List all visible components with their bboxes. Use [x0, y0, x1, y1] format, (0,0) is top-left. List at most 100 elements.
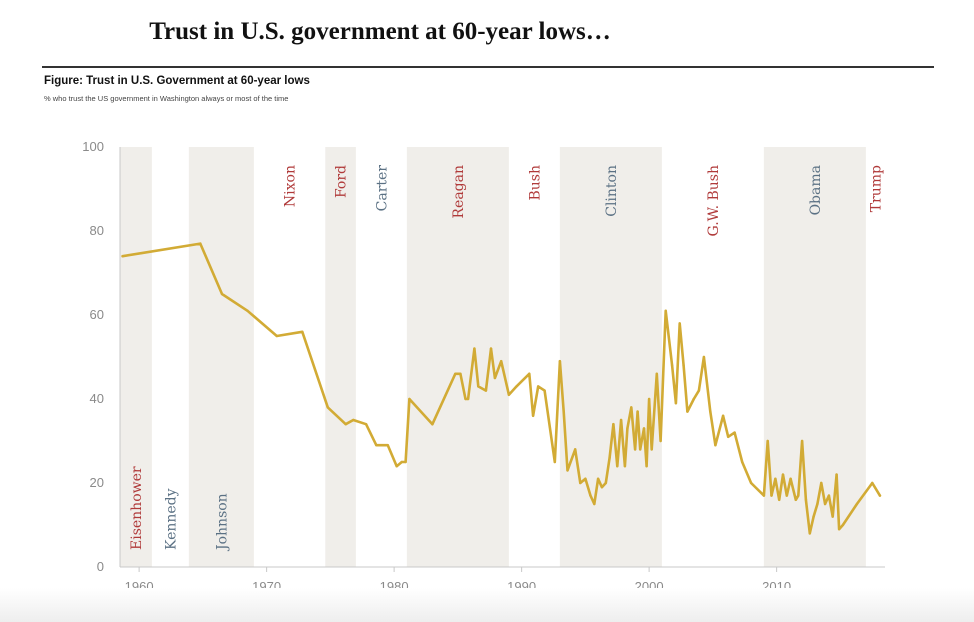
data-point [878, 494, 882, 497]
data-point [121, 255, 124, 258]
data-point [774, 477, 777, 480]
data-point [489, 347, 493, 350]
data-point [531, 414, 535, 417]
data-point [841, 523, 845, 527]
data-point [800, 439, 804, 443]
president-label: G.W. Bush [706, 165, 722, 236]
data-point [301, 330, 304, 333]
president-label: Kennedy [163, 488, 179, 550]
data-point [464, 397, 467, 401]
data-point [804, 498, 808, 501]
data-point [579, 481, 582, 485]
data-point [636, 410, 639, 413]
data-point [553, 460, 556, 464]
data-point [766, 439, 769, 443]
data-point [664, 309, 667, 312]
data-point [820, 481, 823, 485]
data-point [375, 444, 378, 447]
president-label: Obama [808, 165, 824, 215]
data-point [199, 242, 202, 245]
bottom-fade [0, 588, 974, 622]
data-point [659, 439, 662, 443]
data-point [808, 532, 811, 535]
trust-series [121, 242, 882, 535]
presidency-bands [120, 147, 866, 567]
data-point [326, 406, 330, 409]
data-point [692, 397, 695, 401]
data-point [466, 397, 470, 401]
y-tick-label: 80 [90, 223, 104, 238]
data-point [616, 465, 619, 468]
data-point [655, 372, 658, 375]
data-point [823, 502, 827, 506]
data-point [647, 397, 651, 401]
data-point [630, 406, 633, 409]
data-point [528, 372, 531, 375]
president-label: Ford [334, 165, 350, 198]
presidency-band [120, 147, 152, 567]
presidency-band [188, 147, 254, 567]
data-point [816, 502, 819, 506]
title-divider [42, 66, 934, 68]
data-point [789, 477, 792, 480]
data-point [812, 515, 815, 518]
data-point [781, 473, 785, 476]
data-point [500, 360, 503, 363]
y-tick-label: 60 [90, 307, 104, 322]
data-point [749, 481, 753, 485]
data-point [837, 528, 841, 531]
data-point [831, 515, 834, 518]
data-point [670, 364, 674, 367]
data-point [777, 498, 781, 501]
president-label: Trump [868, 165, 884, 212]
data-point [364, 423, 368, 426]
data-point [600, 486, 604, 489]
data-point [797, 494, 800, 497]
data-point [473, 347, 476, 350]
president-label: Reagan [451, 165, 467, 219]
president-labels: Eisenhower Kennedy Johnson Nixon Ford Carter R… [129, 165, 885, 552]
data-point [733, 431, 736, 434]
data-point [835, 473, 838, 476]
data-point [702, 355, 706, 359]
president-label: Clinton [604, 165, 620, 217]
data-point [645, 465, 648, 468]
data-point [623, 465, 627, 468]
data-point [562, 410, 565, 413]
data-point [573, 448, 577, 451]
data-point [404, 460, 407, 464]
data-point [721, 414, 725, 417]
y-tick-label: 100 [82, 139, 104, 154]
president-label: Bush [527, 165, 543, 201]
data-point [682, 364, 685, 367]
data-point [344, 423, 347, 426]
y-tick-label: 20 [90, 475, 104, 490]
data-point [697, 389, 701, 392]
data-point [642, 427, 646, 430]
data-point [395, 465, 398, 468]
data-point [543, 389, 546, 392]
data-point [484, 389, 488, 392]
data-point [537, 385, 540, 388]
presidency-band [559, 147, 662, 567]
data-point [558, 360, 562, 363]
data-point [459, 372, 462, 375]
data-point [674, 402, 678, 405]
data-point [386, 444, 389, 447]
data-point [714, 444, 717, 447]
data-point [275, 334, 279, 338]
slide-title: Trust in U.S. government at 60-year lows… [149, 18, 611, 45]
data-point [612, 423, 615, 426]
data-point [220, 292, 224, 296]
data-point [515, 385, 518, 388]
president-label: Eisenhower [129, 466, 145, 550]
data-point [619, 418, 623, 422]
data-point [726, 435, 730, 438]
data-point [785, 494, 789, 497]
president-label: Carter [374, 165, 390, 212]
data-point [741, 460, 744, 464]
data-point [794, 498, 797, 501]
data-point [639, 448, 642, 451]
data-point [246, 309, 249, 312]
